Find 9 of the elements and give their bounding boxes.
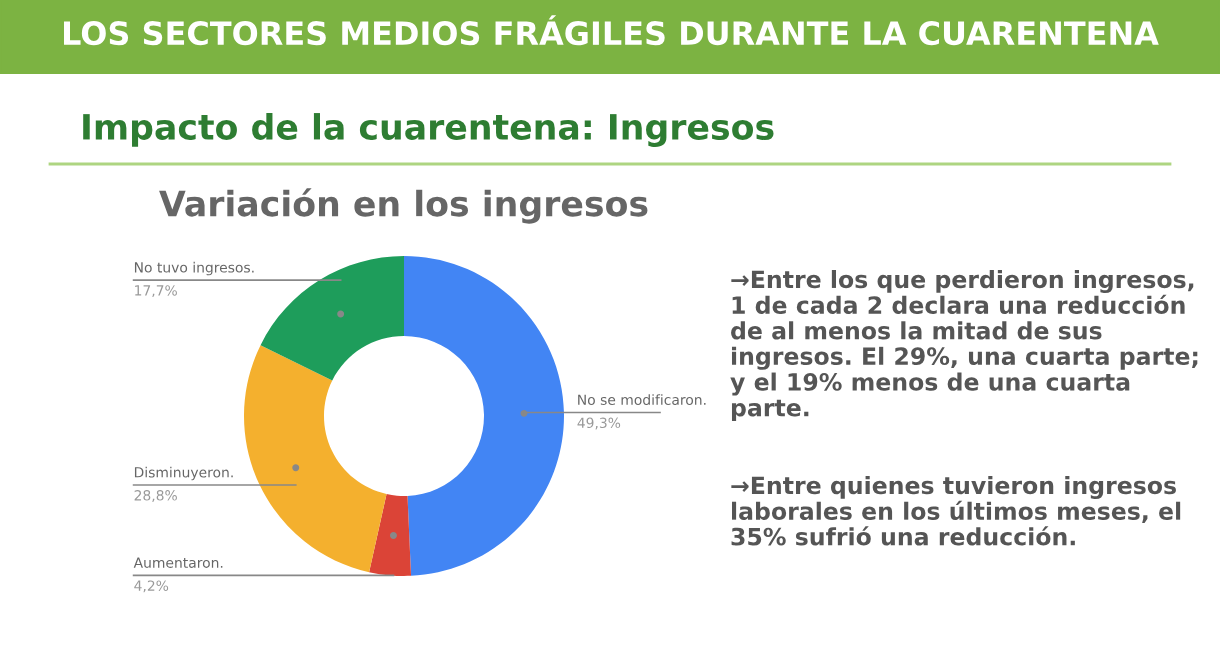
text: →Entre quienes tuvieron ingresos laborales en los últimos meses, el 35% sufrió una reducción. xyxy=(731,476,1181,546)
donut-slice xyxy=(404,256,564,576)
text: Variación en los ingresos xyxy=(159,188,648,224)
chart-title: LOS SECTORES MEDIOS FRÁGILES DURANTE LA CUARENTENA xyxy=(64,15,1159,46)
text: →Entre los que perdieron ingresos, 1 de cada 2 declara una reducción de al menos la mitad de sus ingresos. El 29%, una cuarta parte; y el 19% menos de una cuarta parte. xyxy=(730,270,1198,422)
donut-slice xyxy=(260,256,404,381)
donut-slice xyxy=(244,345,387,573)
chart-subtitle: Impacto de la cuarentena: Ingresos xyxy=(83,113,774,147)
donut-slice xyxy=(369,494,412,576)
